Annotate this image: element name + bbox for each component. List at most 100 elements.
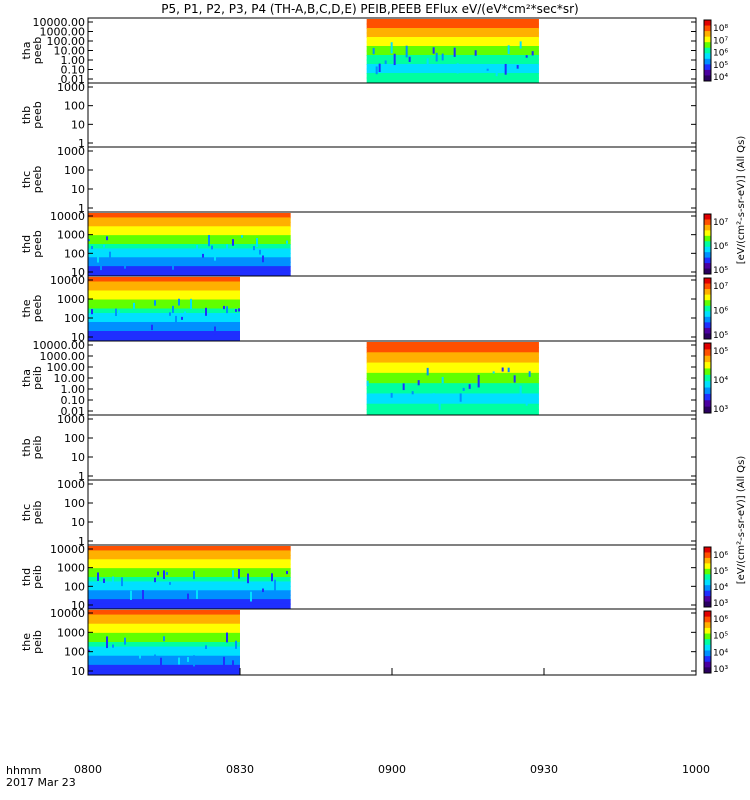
spectrogram-band: [88, 559, 291, 565]
spectrogram-texture: [142, 590, 144, 602]
colorbar-segment: [704, 268, 711, 275]
y-tick-label: 10: [71, 118, 85, 131]
spectrogram-texture: [226, 632, 228, 643]
colorbar-segment: [704, 579, 711, 586]
spectrogram-texture: [151, 324, 153, 331]
y-tick-label: 1000.00: [40, 350, 86, 363]
spectrogram-band: [88, 226, 291, 232]
panel-product-label: peib: [31, 366, 44, 390]
colorbar-segment: [704, 563, 711, 570]
spectrogram-texture: [402, 383, 405, 391]
spectrogram-band: [88, 655, 240, 662]
x-tick-label: 0900: [378, 763, 406, 776]
spectrogram-texture: [100, 261, 102, 271]
panel-product-label: peeb: [31, 230, 44, 258]
spectrogram-texture: [378, 63, 381, 73]
spectrogram-texture: [390, 392, 393, 398]
spectrogram-band: [366, 378, 539, 385]
spectrogram-band: [366, 73, 539, 79]
y-tick-label: 10.00: [54, 45, 86, 58]
y-tick-label: 10000: [50, 210, 85, 223]
colorbar-segment: [704, 661, 711, 668]
colorbar-tick-label: 10⁷: [713, 218, 728, 228]
spectrogram-texture: [528, 371, 531, 377]
colorbar-segment: [704, 31, 711, 38]
spectrogram-texture: [154, 577, 156, 583]
colorbar-segment: [704, 36, 711, 43]
panel-probe-label: tha: [20, 369, 33, 387]
spectrogram-texture: [106, 315, 108, 320]
spectrogram-texture: [124, 637, 126, 645]
spectrogram-band: [366, 393, 539, 400]
y-tick-label: 100: [64, 100, 85, 113]
y-tick-label: 100: [64, 432, 85, 445]
spectrogram-texture: [226, 306, 228, 314]
spectrogram-texture: [166, 572, 168, 575]
spectrogram-texture: [196, 245, 198, 252]
spectrogram-texture: [226, 244, 228, 251]
spectrogram-band: [88, 610, 240, 616]
spectrogram-band: [366, 357, 539, 364]
colorbar-segment: [704, 252, 711, 259]
colorbar-segment: [704, 343, 711, 350]
colorbar-segment: [704, 616, 711, 623]
spectrogram-band: [88, 646, 240, 653]
spectrogram-band: [88, 331, 240, 337]
spectrogram-texture: [438, 399, 441, 410]
spectrogram-texture: [516, 65, 519, 69]
spectrogram-texture: [256, 238, 258, 248]
spectrogram-texture: [232, 570, 234, 579]
x-tick-label: 0930: [530, 763, 558, 776]
colorbar-frame: [703, 213, 712, 275]
spectrogram-texture: [519, 41, 522, 49]
spectrogram-texture: [154, 300, 156, 306]
spectrogram-band: [88, 577, 291, 583]
spectrogram-texture: [513, 375, 516, 383]
y-tick-label: 1000: [57, 562, 85, 575]
colorbar-tick-label: 10⁶: [713, 49, 728, 59]
spectrogram-texture: [474, 50, 477, 56]
spectrogram-band: [88, 599, 291, 605]
spectrogram-band: [88, 213, 291, 219]
colorbar-tick-label: 10³: [713, 665, 728, 675]
spectrogram-band: [88, 632, 240, 639]
spectrogram-band: [88, 585, 291, 592]
panel-probe-label: thc: [20, 171, 33, 188]
spectrogram-texture: [262, 588, 264, 593]
spectrogram-texture: [432, 47, 435, 54]
spectrogram-texture: [169, 582, 171, 585]
spectrogram-band: [88, 299, 240, 305]
colorbar: 10⁷ 10⁶ 10⁵: [703, 277, 728, 341]
spectrogram-band: [88, 261, 291, 268]
y-tick-label: 0.10: [61, 64, 86, 77]
spectrogram-texture: [525, 396, 528, 406]
colorbar-segment: [704, 596, 711, 603]
spectrogram-texture: [106, 636, 108, 649]
panel-frame: [87, 146, 697, 213]
spectrogram-band: [88, 550, 291, 556]
spectrogram-band: [88, 614, 240, 621]
spectrogram-band: [88, 286, 240, 292]
spectrogram-texture: [519, 385, 522, 396]
spectrogram-band: [88, 248, 291, 254]
y-tick-label: 10: [71, 331, 85, 344]
spectrogram-texture: [109, 251, 111, 258]
colorbar-segment: [704, 611, 711, 618]
colorbar-segment: [704, 590, 711, 597]
spectrogram-texture: [133, 302, 135, 309]
colorbar-segment: [704, 214, 711, 220]
y-tick-label: 10.00: [54, 372, 86, 385]
y-tick-label: 1: [78, 202, 85, 215]
spectrogram-band: [88, 628, 240, 634]
spectrogram-texture: [420, 67, 423, 73]
spectrogram-texture: [372, 47, 375, 55]
spectrogram-texture: [130, 590, 132, 600]
colorbar-segment: [704, 627, 711, 635]
colorbar-segment: [704, 246, 711, 253]
spectrogram-texture: [163, 636, 165, 642]
spectrogram-texture: [184, 311, 186, 320]
